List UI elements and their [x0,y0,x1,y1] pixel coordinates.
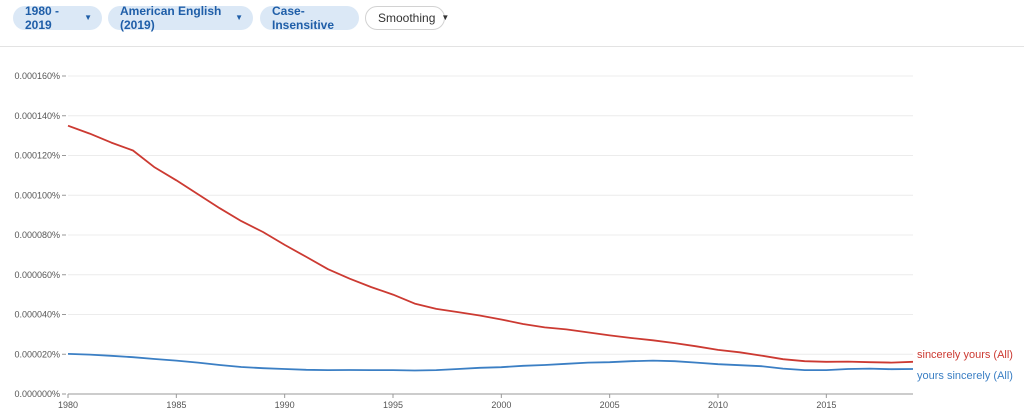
case-insensitive-toggle[interactable]: Case-Insensitive [260,4,359,32]
x-tick-label: 1985 [166,400,186,410]
x-tick-label: 2015 [816,400,836,410]
y-tick-label: 0.000100% [14,190,60,200]
x-tick-label: 1990 [275,400,295,410]
y-tick-label: 0.000160% [14,71,60,81]
year-range-label: 1980 - 2019 [25,4,60,32]
ngram-line-chart: 0.000000% 0.000020% 0.000040% 0.000060% 0.00… [14,71,1013,410]
case-insensitive-label: Case-Insensitive [272,4,335,32]
x-tick-label: 2000 [491,400,511,410]
caret-down-icon: ▼ [84,13,92,22]
series-line-yours-sincerely[interactable] [67,353,914,372]
caret-down-icon: ▼ [441,13,450,22]
y-tick-label: 0.000000% [14,389,60,399]
corpus-dropdown[interactable]: American English (2019) ▼ [108,4,253,32]
x-tick-label: 1980 [58,400,78,410]
y-tick-label: 0.000020% [14,349,60,359]
caret-down-icon: ▼ [235,13,243,22]
smoothing-dropdown[interactable]: Smoothing ▼ [365,6,449,30]
series-label: yours sincerely (All) [917,370,1013,382]
x-tick-label: 2010 [708,400,728,410]
year-range-dropdown[interactable]: 1980 - 2019 ▼ [13,4,102,32]
smoothing-label: Smoothing [378,11,436,25]
series-line-sincerely-yours[interactable] [67,124,914,364]
toolbar: 1980 - 2019 ▼ American English (2019) ▼ … [0,0,1024,47]
corpus-label: American English (2019) [120,4,222,32]
y-tick-label: 0.000120% [14,151,60,161]
x-tick-label: 2005 [600,400,620,410]
y-tick-label: 0.000140% [14,111,60,121]
y-tick-label: 0.000040% [14,310,60,320]
x-tick-label: 1995 [383,400,403,410]
series-label: sincerely yours (All) [917,349,1013,361]
y-tick-label: 0.000060% [14,270,60,280]
y-tick-label: 0.000080% [14,230,60,240]
